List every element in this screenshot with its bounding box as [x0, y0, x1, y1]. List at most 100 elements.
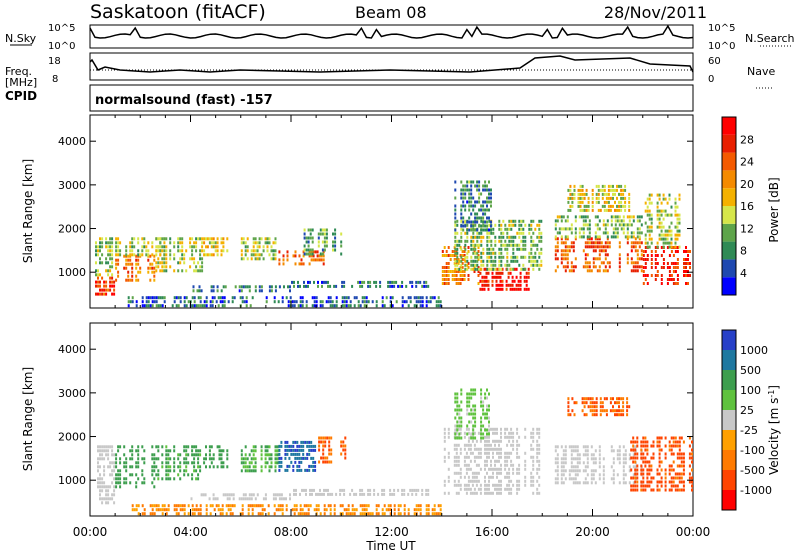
heatmap-cell — [443, 266, 446, 269]
heatmap-cell — [576, 445, 579, 449]
heatmap-cell — [522, 239, 525, 243]
heatmap-cell — [590, 469, 593, 473]
heatmap-cell — [309, 228, 312, 232]
heatmap-cell — [161, 512, 164, 516]
heatmap-cell — [494, 447, 496, 451]
heatmap-cell — [584, 245, 587, 249]
heatmap-cell — [656, 274, 659, 277]
heatmap-cell — [562, 469, 565, 473]
heatmap-cell — [103, 449, 106, 453]
heatmap-cell — [582, 231, 585, 235]
heatmap-cell — [646, 197, 649, 201]
velocity-ylabel: Slant Range [km] — [21, 367, 35, 471]
heatmap-cell — [292, 464, 295, 468]
heatmap-cell — [443, 278, 446, 281]
heatmap-cell — [151, 241, 154, 245]
heatmap-cell — [485, 283, 488, 287]
heatmap-cell — [276, 453, 279, 457]
heatmap-cell — [278, 497, 281, 501]
heatmap-cell — [458, 416, 461, 420]
heatmap-cell — [141, 512, 144, 516]
heatmap-cell — [612, 473, 615, 477]
heatmap-cell — [492, 471, 494, 475]
heatmap-cell — [614, 219, 617, 223]
heatmap-cell — [286, 444, 289, 448]
heatmap-cell — [472, 228, 475, 232]
heatmap-cell — [499, 275, 502, 279]
heatmap-cell — [217, 296, 220, 300]
heatmap-cell — [620, 204, 623, 208]
heatmap-cell — [676, 217, 679, 221]
heatmap-cell — [554, 249, 557, 253]
heatmap-cell — [508, 451, 511, 455]
heatmap-cell — [415, 284, 418, 288]
heatmap-cell — [308, 444, 311, 448]
heatmap-cell — [205, 465, 207, 469]
heatmap-cell — [105, 497, 108, 501]
heatmap-cell — [562, 227, 565, 231]
heatmap-cell — [505, 283, 508, 287]
heatmap-cell — [518, 479, 521, 483]
heatmap-cell — [381, 300, 384, 304]
heatmap-cell — [670, 488, 673, 492]
heatmap-cell — [466, 228, 469, 232]
heatmap-cell — [454, 216, 457, 220]
heatmap-cell — [193, 453, 196, 457]
heatmap-cell — [616, 397, 618, 401]
heatmap-cell — [609, 397, 612, 401]
heatmap-cell — [417, 508, 420, 512]
heatmap-cell — [210, 445, 213, 449]
heatmap-cell — [453, 463, 456, 467]
heatmap-cell — [468, 400, 471, 404]
heatmap-cell — [109, 473, 112, 477]
heatmap-cell — [264, 493, 267, 497]
heatmap-cell — [518, 455, 521, 459]
heatmap-cell — [315, 492, 317, 496]
heatmap-cell — [660, 254, 663, 257]
heatmap-cell — [536, 491, 539, 495]
heatmap-cell — [534, 251, 537, 255]
heatmap-cell — [500, 263, 503, 267]
heatmap-cell — [326, 456, 329, 460]
heatmap-cell — [197, 473, 200, 477]
heatmap-cell — [257, 504, 260, 508]
heatmap-cell — [670, 464, 673, 468]
heatmap-cell — [598, 457, 601, 461]
heatmap-cell — [594, 449, 597, 453]
heatmap-cell — [477, 266, 480, 269]
heatmap-cell — [476, 235, 479, 239]
heatmap-cell — [636, 227, 639, 231]
heatmap-cell — [167, 504, 170, 508]
heatmap-cell — [241, 296, 244, 300]
heatmap-cell — [258, 245, 261, 249]
heatmap-cell — [488, 235, 491, 239]
heatmap-cell — [568, 473, 571, 477]
heatmap-cell — [682, 440, 685, 444]
heatmap-cell — [460, 408, 463, 412]
heatmap-cell — [298, 456, 301, 460]
heatmap-cell — [191, 508, 194, 512]
heatmap-cell — [676, 464, 679, 468]
heatmap-cell — [153, 461, 156, 465]
heatmap-cell — [470, 235, 473, 239]
heatmap-cell — [177, 453, 180, 457]
heatmap-cell — [668, 193, 671, 197]
heatmap-cell — [469, 467, 472, 471]
heatmap-cell — [456, 255, 459, 259]
heatmap-cell — [280, 493, 283, 497]
heatmap-cell — [490, 427, 492, 431]
heatmap-cell — [495, 287, 498, 291]
heatmap-cell — [500, 463, 502, 467]
heatmap-cell — [95, 261, 97, 265]
heatmap-cell — [99, 481, 101, 485]
heatmap-cell — [632, 235, 635, 239]
heatmap-cell — [646, 229, 649, 233]
heatmap-cell — [463, 475, 466, 479]
heatmap-cell — [586, 261, 589, 265]
heatmap-cell — [614, 231, 617, 235]
heatmap-cell — [574, 265, 577, 269]
heatmap-cell — [474, 263, 477, 267]
heatmap-cell — [583, 413, 586, 417]
heatmap-cell — [347, 296, 350, 300]
heatmap-cell — [260, 285, 263, 289]
